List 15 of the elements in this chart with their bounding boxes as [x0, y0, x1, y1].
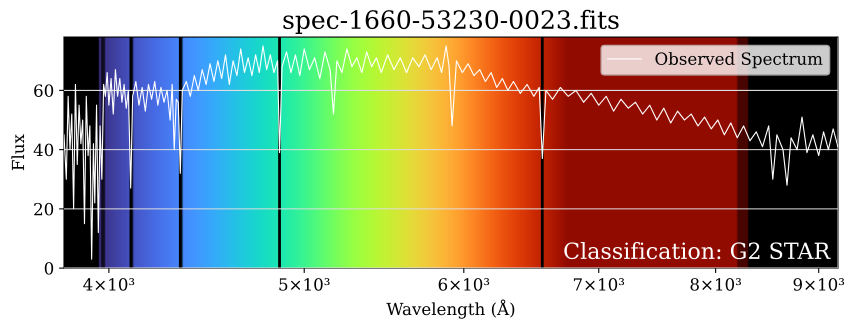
x-axis-title: Wavelength (Å) — [386, 300, 514, 319]
x-tick-label: 9×10³ — [794, 278, 844, 291]
chart-title: spec-1660-53230-0023.fits — [283, 10, 619, 34]
x-tick-label: 5×10³ — [279, 278, 330, 291]
x-tick-label: 6×10³ — [438, 278, 490, 291]
annotation: Classification: G2 STAR — [564, 242, 831, 260]
x-tick-label: 8×10³ — [690, 278, 741, 291]
y-tick-label: 0 — [44, 262, 54, 275]
legend-label: Observed Spectrum — [655, 52, 822, 68]
x-tick-label: 7×10³ — [574, 278, 624, 291]
y-tick-label: 40 — [34, 144, 54, 156]
y-tick-label: 20 — [34, 202, 54, 216]
x-tick-label: 4×10³ — [83, 278, 134, 291]
y-axis-title: Flux — [11, 134, 24, 170]
y-tick-label: 60 — [34, 84, 54, 97]
